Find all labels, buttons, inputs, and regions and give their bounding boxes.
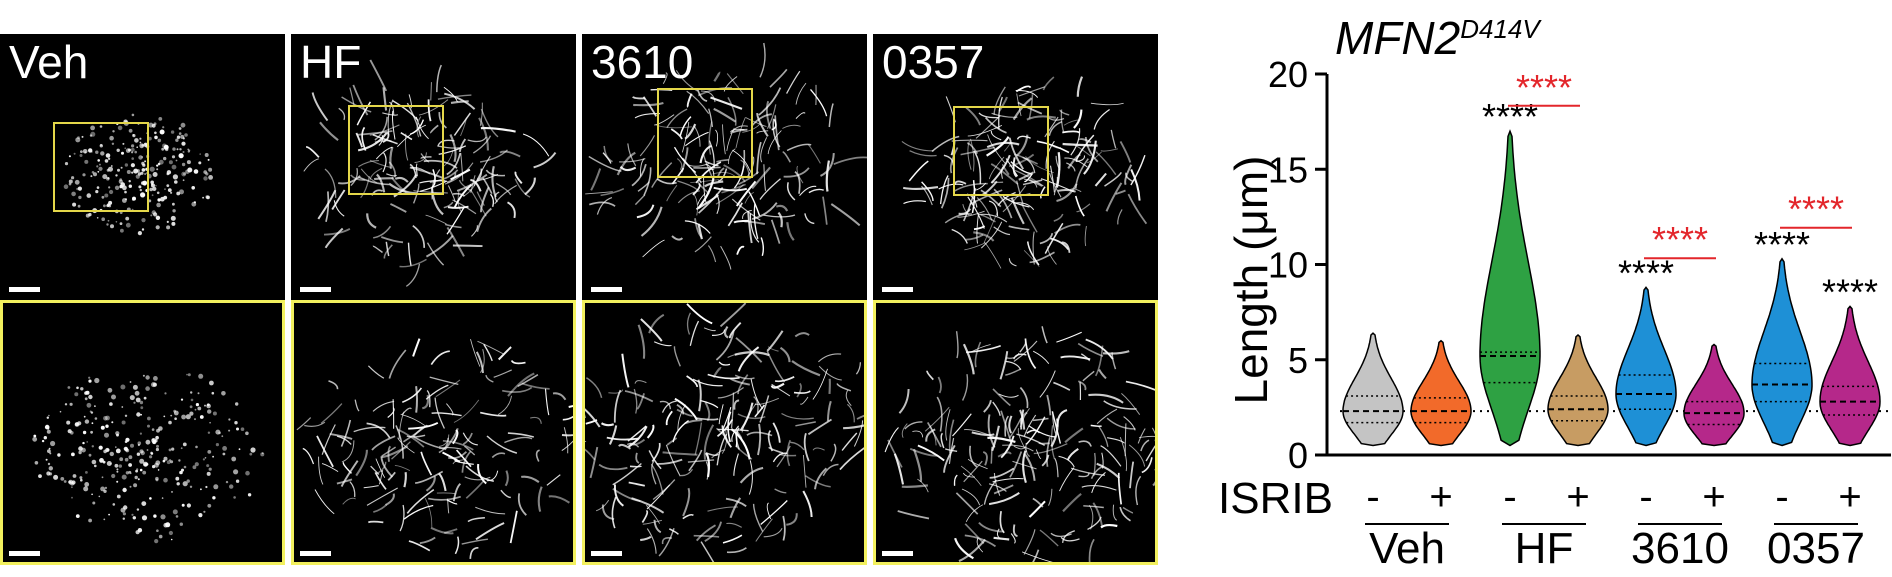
violin-3610-isrib-minus — [1615, 286, 1677, 447]
isrib-sign: + — [1429, 475, 1452, 519]
significance-asterisks: **** — [1754, 224, 1810, 265]
violin-0357-isrib-plus — [1819, 305, 1881, 447]
isrib-sign: + — [1702, 475, 1725, 519]
y-tick-label: 5 — [1288, 340, 1308, 381]
mitochondria-image — [303, 59, 557, 287]
violin-hf-isrib-plus — [1547, 333, 1609, 447]
micrograph-veh-zoom — [0, 300, 285, 565]
pairwise-significance-asterisks: **** — [1516, 67, 1572, 108]
mitochondria-zoom-image — [884, 326, 1155, 562]
isrib-sign: - — [1503, 475, 1516, 519]
y-tick-label: 20 — [1268, 54, 1308, 95]
y-tick-label: 15 — [1268, 149, 1308, 190]
panel-label: Veh — [9, 36, 89, 88]
group-label: 3610 — [1631, 524, 1729, 573]
pairwise-significance-asterisks: **** — [1788, 189, 1844, 230]
y-axis-label: Length (μm) — [1225, 156, 1277, 405]
chart-title-superscript: D414V — [1460, 14, 1542, 44]
significance-asterisks: **** — [1822, 271, 1878, 312]
scale-bar — [9, 287, 40, 292]
scale-bar — [882, 551, 913, 556]
micrograph-veh-overview: Veh — [0, 34, 285, 300]
mitochondria-zoom-image — [296, 338, 573, 559]
violin-3610-isrib-plus — [1683, 343, 1745, 447]
y-tick-label: 0 — [1288, 435, 1308, 476]
violin-veh-isrib-plus — [1410, 339, 1472, 447]
panel-label: 3610 — [591, 36, 694, 88]
scale-bar — [882, 287, 913, 292]
mitochondria-image — [585, 42, 867, 270]
scale-bar — [591, 287, 622, 292]
inset-box — [953, 106, 1049, 196]
micrograph-0357-overview: 0357 — [873, 34, 1158, 300]
pairwise-significance-asterisks: **** — [1652, 219, 1708, 260]
group-label: Veh — [1369, 524, 1445, 573]
micrograph-3610-zoom — [582, 300, 867, 565]
y-tick-label: 10 — [1268, 245, 1308, 286]
significance-asterisks: **** — [1482, 96, 1538, 137]
micrograph-hf-zoom — [291, 300, 576, 565]
isrib-sign: + — [1566, 475, 1589, 519]
inset-box — [348, 105, 444, 195]
micrograph-3610-overview: 3610 — [582, 34, 867, 300]
violin-hf-isrib-minus — [1479, 129, 1541, 447]
group-label: 0357 — [1767, 524, 1865, 573]
panel-label: HF — [300, 36, 362, 88]
panel-label: 0357 — [882, 36, 985, 88]
micrograph-hf-overview: HF — [291, 34, 576, 300]
scale-bar — [9, 551, 40, 556]
scale-bar — [591, 551, 622, 556]
scale-bar — [300, 287, 331, 292]
mitochondria-zoom-image — [32, 373, 265, 544]
mitochondria-image — [901, 76, 1148, 269]
violin-0357-isrib-minus — [1751, 257, 1813, 447]
group-label: HF — [1515, 524, 1574, 573]
mitochondria-zoom-image — [585, 303, 864, 562]
inset-box — [657, 88, 753, 178]
violin-veh-isrib-minus — [1342, 332, 1404, 447]
scale-bar — [300, 551, 331, 556]
isrib-row-label: ISRIB — [1218, 474, 1333, 523]
isrib-sign: - — [1639, 475, 1652, 519]
isrib-sign: - — [1775, 475, 1788, 519]
isrib-sign: - — [1366, 475, 1379, 519]
micrograph-0357-zoom — [873, 300, 1158, 565]
chart-title: MFN2D414V — [1335, 12, 1542, 64]
inset-box — [53, 122, 149, 212]
isrib-sign: + — [1838, 475, 1861, 519]
